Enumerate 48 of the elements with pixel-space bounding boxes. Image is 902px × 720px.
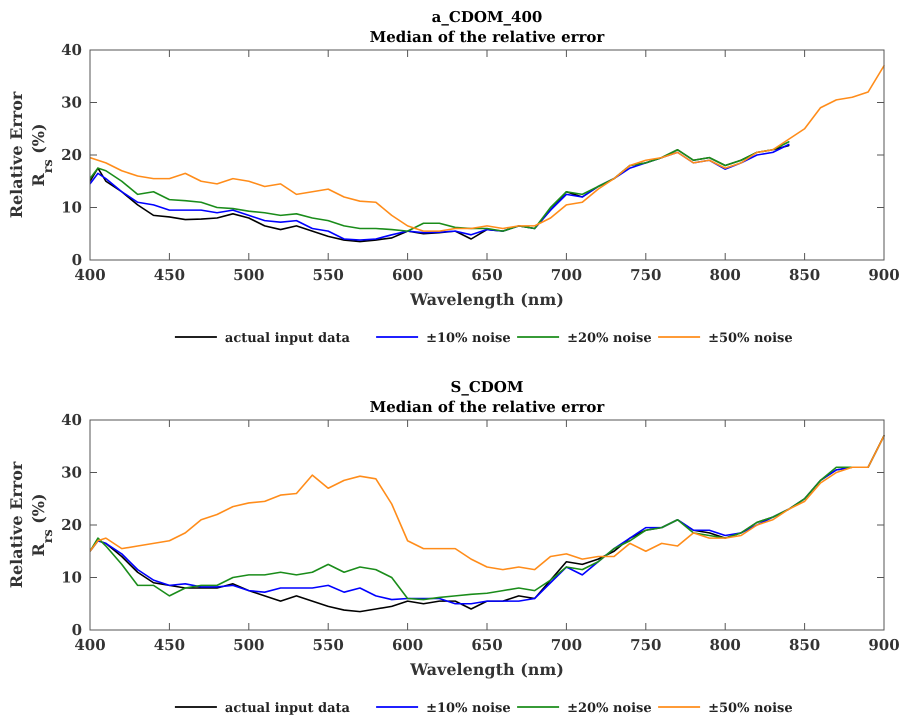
y-tick-label: 10 (61, 198, 82, 216)
x-tick-label: 850 (788, 266, 820, 284)
x-tick-label: 750 (630, 636, 662, 654)
legend-label: ±10% noise (426, 331, 511, 346)
x-tick-label: 700 (550, 266, 582, 284)
chart-subtitle: Median of the relative error (370, 28, 606, 46)
x-tick-label: 700 (550, 636, 582, 654)
y-tick-label: 40 (61, 411, 82, 429)
legend-label: ±10% noise (426, 701, 511, 716)
y-tick-label: 0 (72, 251, 82, 269)
legend-label: ±20% noise (567, 701, 652, 716)
y-tick-label: 40 (61, 41, 82, 59)
x-tick-label: 600 (392, 636, 424, 654)
chart-title: S_CDOM (450, 378, 524, 396)
chart-subtitle: Median of the relative error (370, 398, 606, 416)
x-tick-label: 550 (312, 636, 344, 654)
chart-title: a_CDOM_400 (432, 8, 542, 26)
legend-label: actual input data (224, 331, 351, 346)
x-tick-label: 750 (630, 266, 662, 284)
x-tick-label: 600 (392, 266, 424, 284)
y-tick-label: 30 (61, 464, 82, 482)
x-tick-label: 900 (868, 266, 900, 284)
x-tick-label: 500 (233, 636, 264, 654)
x-tick-label: 900 (868, 636, 900, 654)
legend-label: ±20% noise (567, 331, 652, 346)
y-tick-label: 20 (61, 516, 82, 534)
legend-label: ±50% noise (708, 701, 793, 716)
x-tick-label: 650 (471, 636, 503, 654)
x-tick-label: 850 (788, 636, 820, 654)
y-tick-label: 10 (61, 568, 82, 586)
y-tick-label: 0 (72, 621, 82, 639)
x-tick-label: 450 (154, 266, 186, 284)
x-axis-title: Wavelength (nm) (409, 290, 564, 309)
x-tick-label: 400 (74, 266, 106, 284)
x-tick-label: 550 (312, 266, 344, 284)
x-axis-title: Wavelength (nm) (409, 660, 564, 679)
x-tick-label: 650 (471, 266, 503, 284)
x-tick-label: 500 (233, 266, 264, 284)
line-series (90, 64, 885, 232)
line-series (90, 434, 885, 570)
legend-label: actual input data (224, 701, 351, 716)
legend-label: ±50% noise (708, 331, 793, 346)
x-tick-label: 400 (74, 636, 106, 654)
x-tick-label: 800 (710, 266, 741, 284)
y-tick-label: 30 (61, 94, 82, 112)
y-tick-label: 20 (61, 146, 82, 164)
x-tick-label: 450 (154, 636, 186, 654)
x-tick-label: 800 (710, 636, 741, 654)
